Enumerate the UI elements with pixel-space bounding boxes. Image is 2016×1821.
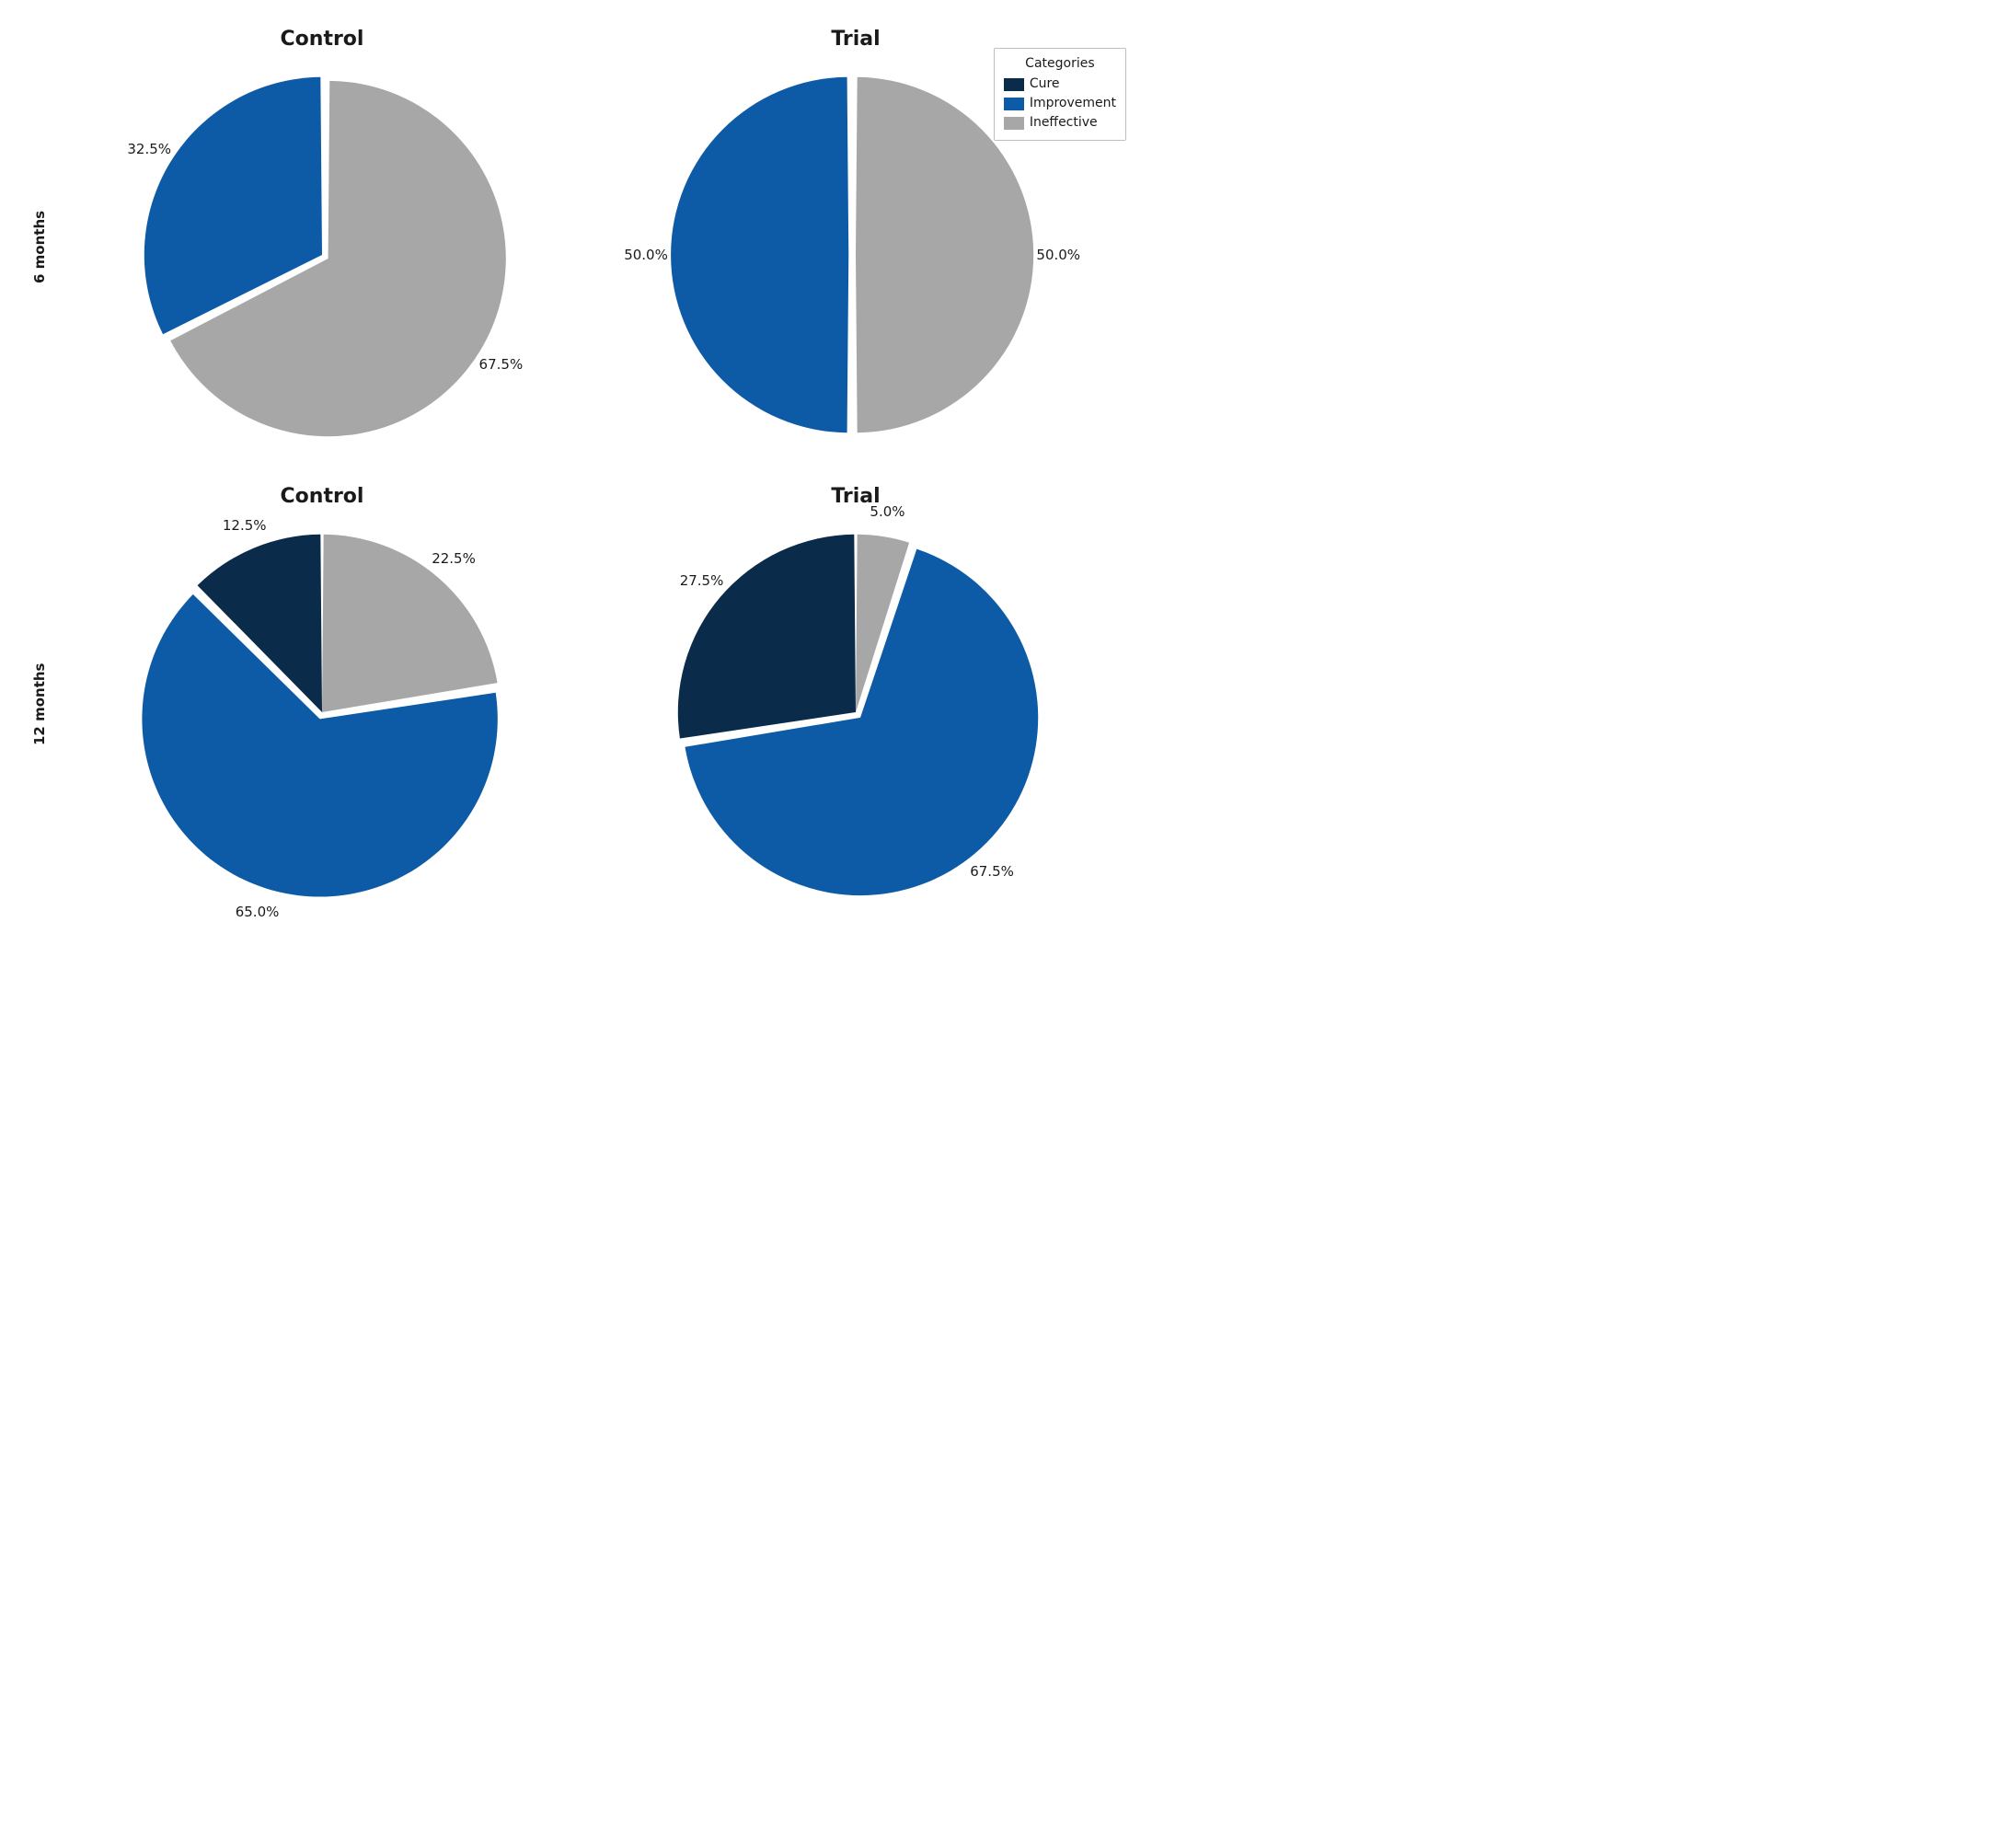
legend-item-ineffective: Ineffective [1004, 113, 1116, 133]
pie-6months-control: 32.5%67.5% [129, 62, 515, 448]
row-label-6-months: 6 months [18, 18, 55, 476]
legend-item-improvement: Improvement [1004, 94, 1116, 113]
pie-12months-control: 12.5%65.0%22.5% [129, 519, 515, 905]
pie-12months-trial: 27.5%67.5%5.0% [662, 519, 1049, 905]
pie-chart-grid: 6 months Control 32.5%67.5% Trial 50.0%5… [18, 18, 1123, 933]
pct-label-improvement: 67.5% [970, 863, 1014, 880]
pct-label-cure: 27.5% [680, 572, 724, 589]
pie-slice-cure [678, 535, 856, 739]
legend-swatch-cure [1004, 78, 1024, 91]
legend-swatch-improvement [1004, 98, 1024, 110]
legend-label-improvement: Improvement [1030, 94, 1116, 113]
pct-label-ineffective: 5.0% [870, 503, 904, 520]
pct-label-improvement: 32.5% [127, 141, 171, 157]
legend-label-ineffective: Ineffective [1030, 113, 1098, 133]
legend-item-cure: Cure [1004, 75, 1116, 94]
pct-label-ineffective: 67.5% [479, 356, 524, 373]
legend: Categories Cure Improvement Ineffective [994, 48, 1126, 141]
pie-slice-improvement [671, 77, 848, 432]
col-title-control-2: Control [281, 485, 364, 508]
pie-6months-trial: 50.0%50.0% [662, 62, 1049, 448]
pct-label-improvement: 65.0% [236, 904, 280, 920]
cell-12months-control: Control 12.5%65.0%22.5% [55, 476, 589, 933]
pct-label-cure: 12.5% [223, 517, 267, 534]
pct-label-ineffective: 50.0% [1036, 247, 1080, 263]
cell-6months-control: Control 32.5%67.5% [55, 18, 589, 476]
row-label-12-months: 12 months [18, 476, 55, 933]
legend-title: Categories [1004, 56, 1116, 71]
legend-swatch-ineffective [1004, 117, 1024, 130]
col-title-control: Control [281, 28, 364, 51]
pct-label-improvement: 50.0% [624, 247, 668, 263]
legend-label-cure: Cure [1030, 75, 1060, 94]
col-title-trial: Trial [831, 28, 880, 51]
pct-label-ineffective: 22.5% [432, 550, 476, 567]
cell-12months-trial: Trial 27.5%67.5%5.0% [589, 476, 1123, 933]
